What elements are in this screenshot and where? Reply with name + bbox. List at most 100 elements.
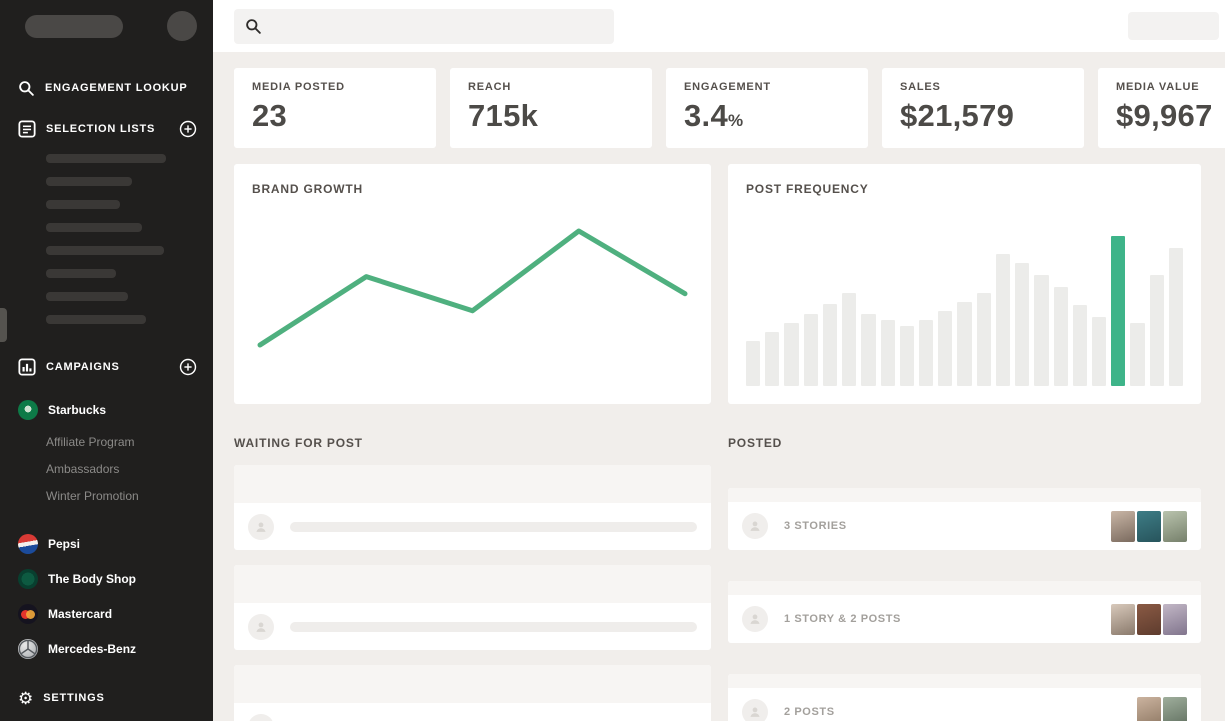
post-thumbnail[interactable] (1137, 510, 1161, 542)
frequency-bar (861, 314, 876, 386)
frequency-bar (1149, 275, 1164, 386)
avatar-placeholder (742, 699, 768, 721)
post-thumbnail[interactable] (1111, 603, 1135, 635)
person-icon (750, 614, 760, 624)
pepsi-logo-icon (18, 533, 38, 554)
list-box-icon (18, 120, 36, 138)
frequency-bar (938, 311, 953, 386)
stat-card-reach: REACH 715k (450, 68, 652, 148)
post-thumbnail[interactable] (1163, 603, 1187, 635)
skeleton-bar (46, 269, 116, 278)
skeleton-bar (46, 154, 166, 163)
posted-card[interactable]: 3 STORIES (728, 488, 1201, 550)
stat-label: SALES (900, 81, 941, 93)
campaign-name: The Body Shop (48, 571, 136, 586)
waiting-post-card[interactable] (234, 665, 711, 721)
post-preview-placeholder (728, 488, 1201, 502)
posted-card[interactable]: 2 POSTS (728, 674, 1201, 721)
frequency-bar (1072, 305, 1087, 386)
stat-label: MEDIA POSTED (252, 81, 345, 93)
frequency-bar (842, 293, 857, 386)
campaign-the-body-shop[interactable]: The Body Shop (0, 561, 213, 596)
campaign-mercedes-benz[interactable]: Mercedes-Benz (0, 631, 213, 666)
sub-campaign-affiliate-program[interactable]: Affiliate Program (46, 435, 135, 449)
post-thumbnail[interactable] (1111, 510, 1135, 542)
frequency-bar (995, 254, 1011, 386)
sidebar-item-engagement-lookup[interactable]: ENGAGEMENT LOOKUP (0, 77, 213, 99)
post-preview-placeholder (728, 581, 1201, 595)
post-preview-placeholder (234, 565, 711, 603)
skeleton-bar (46, 292, 128, 301)
topbar (213, 0, 1225, 52)
posted-card[interactable]: 1 STORY & 2 POSTS (728, 581, 1201, 643)
posted-count-label: 1 STORY & 2 POSTS (784, 613, 901, 625)
post-preview-placeholder (728, 674, 1201, 688)
campaign-name: Starbucks (48, 402, 107, 417)
caption-skeleton (290, 521, 697, 532)
sidebar-collapse-handle[interactable] (0, 308, 7, 342)
posted-count-label: 2 POSTS (784, 706, 835, 718)
stat-label: REACH (468, 81, 512, 93)
campaign-pepsi[interactable]: Pepsi (0, 526, 213, 561)
starbucks-sub-campaigns: Affiliate Program Ambassadors Winter Pro… (0, 427, 213, 512)
avatar-placeholder (742, 513, 768, 539)
frequency-bar (1053, 287, 1068, 386)
search-box[interactable] (234, 8, 614, 44)
main-area: MEDIA POSTED 23 REACH 715k ENGAGEMENT 3.… (213, 0, 1225, 721)
search-icon (19, 80, 34, 96)
campaign-starbucks[interactable]: Starbucks (0, 392, 213, 427)
user-avatar[interactable] (167, 11, 197, 41)
starbucks-logo-icon (18, 399, 38, 420)
post-thumbnail[interactable] (1163, 696, 1187, 721)
add-selection-list-button[interactable] (179, 120, 197, 138)
frequency-bar-highlighted (1111, 236, 1126, 386)
post-frequency-bar-chart (746, 236, 1184, 386)
waiting-post-card[interactable] (234, 465, 711, 550)
add-campaign-button[interactable] (179, 358, 197, 376)
body-shop-logo-icon (18, 568, 38, 589)
search-input[interactable] (271, 18, 603, 34)
lists-row: WAITING FOR POST (234, 436, 1201, 721)
person-icon (256, 622, 266, 632)
stat-label: ENGAGEMENT (684, 81, 771, 93)
sidebar-item-campaigns[interactable]: CAMPAIGNS (0, 356, 213, 378)
frequency-bar (1168, 248, 1184, 386)
campaign-name: Pepsi (48, 536, 81, 551)
post-thumbnail[interactable] (1163, 510, 1187, 542)
person-icon (750, 521, 760, 531)
avatar-placeholder (248, 713, 274, 721)
frequency-bar (1130, 323, 1145, 386)
topbar-action-placeholder[interactable] (1128, 12, 1219, 40)
waiting-for-post-title: WAITING FOR POST (234, 436, 363, 450)
stat-card-media-posted: MEDIA POSTED 23 (234, 68, 436, 148)
sidebar-item-settings[interactable]: ⚙ SETTINGS (0, 687, 213, 709)
post-preview-placeholder (234, 465, 711, 503)
posted-column: POSTED 3 STORIES 1 STORY & 2 PO (728, 436, 1201, 721)
frequency-bar (1034, 275, 1049, 386)
post-thumbnails (1111, 510, 1187, 542)
stat-value: $21,579 (900, 98, 1015, 133)
avatar-placeholder (742, 606, 768, 632)
engagement-lookup-label: ENGAGEMENT LOOKUP (45, 82, 188, 94)
sub-campaign-ambassadors[interactable]: Ambassadors (46, 462, 120, 476)
post-thumbnail[interactable] (1137, 696, 1161, 721)
campaign-mastercard[interactable]: Mastercard (0, 596, 213, 631)
person-icon (750, 707, 760, 717)
sidebar: ENGAGEMENT LOOKUP SELECTION LISTS CAMPAI… (0, 0, 213, 721)
stat-card-engagement: ENGAGEMENT 3.4% (666, 68, 868, 148)
bar-chart-icon (18, 358, 36, 376)
plus-circle-icon (179, 358, 197, 376)
frequency-bar (957, 302, 972, 386)
sidebar-item-selection-lists[interactable]: SELECTION LISTS (0, 118, 213, 140)
frequency-bar (1091, 317, 1107, 386)
frequency-bar (918, 320, 934, 386)
stat-value: 23 (252, 98, 288, 133)
skeleton-bar (46, 200, 120, 209)
frequency-bar (784, 323, 799, 386)
waiting-post-card[interactable] (234, 565, 711, 650)
post-thumbnail[interactable] (1137, 603, 1161, 635)
post-preview-placeholder (234, 665, 711, 703)
brand-growth-line-chart (257, 228, 688, 348)
selection-lists-label: SELECTION LISTS (46, 123, 156, 135)
sub-campaign-winter-promotion[interactable]: Winter Promotion (46, 489, 139, 503)
